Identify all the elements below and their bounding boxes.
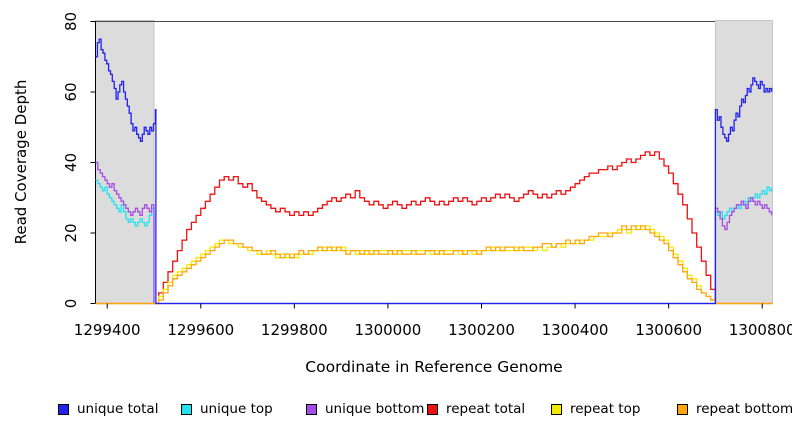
legend-item-repeat-total: repeat total: [427, 401, 525, 417]
legend-swatch-unique-total: [58, 403, 69, 415]
x-tick-label: 1300200: [448, 321, 515, 339]
shaded-region-right: [714, 20, 774, 304]
legend-label: repeat bottom: [696, 401, 792, 417]
x-tick-label: 1300600: [635, 321, 702, 339]
series-line-repeat-bottom: [95, 225, 773, 305]
legend-item-repeat-top: repeat top: [551, 401, 640, 417]
x-tick-label: 1300400: [542, 321, 609, 339]
series-line-repeat-total: [95, 151, 773, 305]
legend-label: unique total: [77, 401, 159, 417]
x-axis-label: Coordinate in Reference Genome: [305, 358, 563, 376]
legend-swatch-repeat-bottom: [677, 403, 688, 415]
y-axis-label: Read Coverage Depth: [12, 79, 30, 245]
x-tick-label: 1299600: [167, 321, 234, 339]
y-tick-label: 0: [62, 299, 80, 309]
legend-item-unique-top: unique top: [181, 401, 273, 417]
legend: unique total unique top unique bottom re…: [0, 401, 792, 421]
x-tick-label: 1300000: [355, 321, 422, 339]
legend-swatch-unique-top: [181, 403, 192, 415]
series-line-unique-bottom: [95, 161, 773, 305]
x-tick-label: 1300800: [729, 321, 792, 339]
y-tick-label: 20: [62, 223, 80, 242]
legend-label: repeat total: [446, 401, 526, 417]
legend-swatch-unique-bottom: [306, 403, 317, 415]
legend-swatch-repeat-top: [551, 403, 562, 415]
series-line-unique-top: [95, 179, 773, 305]
shaded-region-left: [95, 20, 155, 304]
legend-label: unique top: [200, 401, 273, 417]
legend-label: repeat top: [570, 401, 641, 417]
legend-label: unique bottom: [325, 401, 425, 417]
x-tick-label: 1299800: [261, 321, 328, 339]
y-tick-label: 80: [62, 12, 80, 31]
legend-item-unique-total: unique total: [58, 401, 158, 417]
series-line-repeat-top: [95, 225, 773, 305]
legend-swatch-repeat-total: [427, 403, 438, 415]
y-tick-label: 60: [62, 82, 80, 101]
x-tick-label: 1299400: [74, 321, 141, 339]
legend-item-unique-bottom: unique bottom: [306, 401, 424, 417]
series-line-unique-total: [95, 38, 773, 305]
y-tick-label: 40: [62, 153, 80, 172]
legend-item-repeat-bottom: repeat bottom: [677, 401, 792, 417]
